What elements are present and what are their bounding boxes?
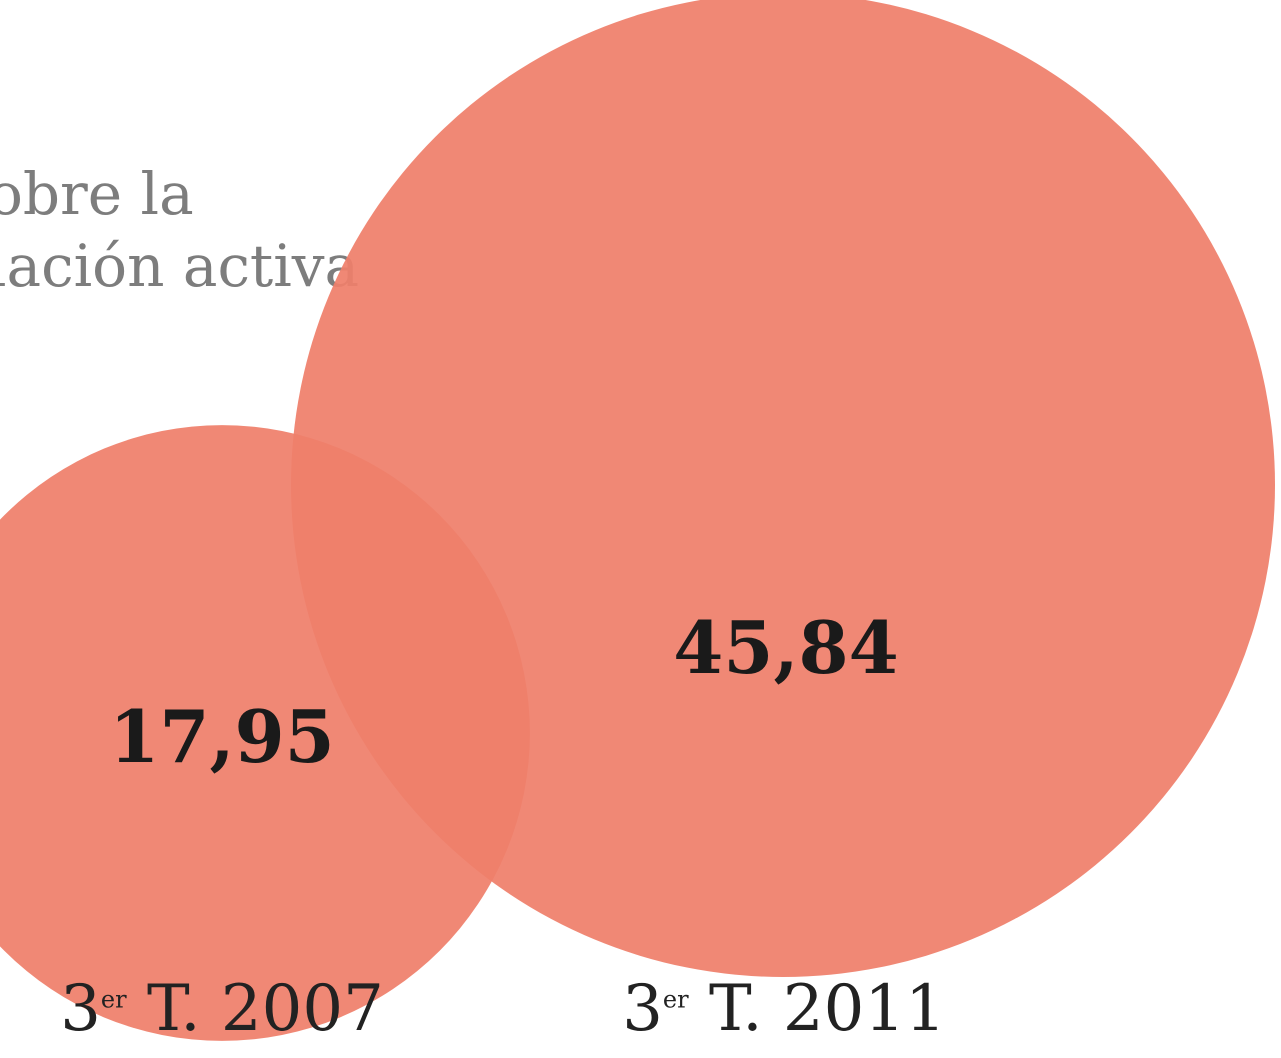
- subtitle-line-2: lación activa: [0, 232, 360, 300]
- category-sup-2007: er: [100, 985, 127, 1014]
- bubble-value-label-2007: 17,95: [109, 694, 334, 779]
- category-sup-2011: er: [662, 985, 689, 1014]
- category-number-2011: 3: [622, 972, 663, 1046]
- category-label-2007: 3er T. 2007: [60, 972, 384, 1046]
- bubble-3t-2011: [291, 0, 1275, 977]
- chart-subtitle: obre la lación activa: [0, 158, 359, 302]
- category-text-2007: T. 2007: [126, 972, 384, 1046]
- bubble-value-label-2011: 45,84: [673, 605, 898, 690]
- subtitle-line-1: obre la: [0, 160, 194, 228]
- category-number-2007: 3: [60, 972, 101, 1046]
- category-text-2011: T. 2011: [688, 972, 946, 1046]
- category-label-2011: 3er T. 2011: [622, 972, 946, 1046]
- bubble-3t-2007: [0, 425, 530, 1041]
